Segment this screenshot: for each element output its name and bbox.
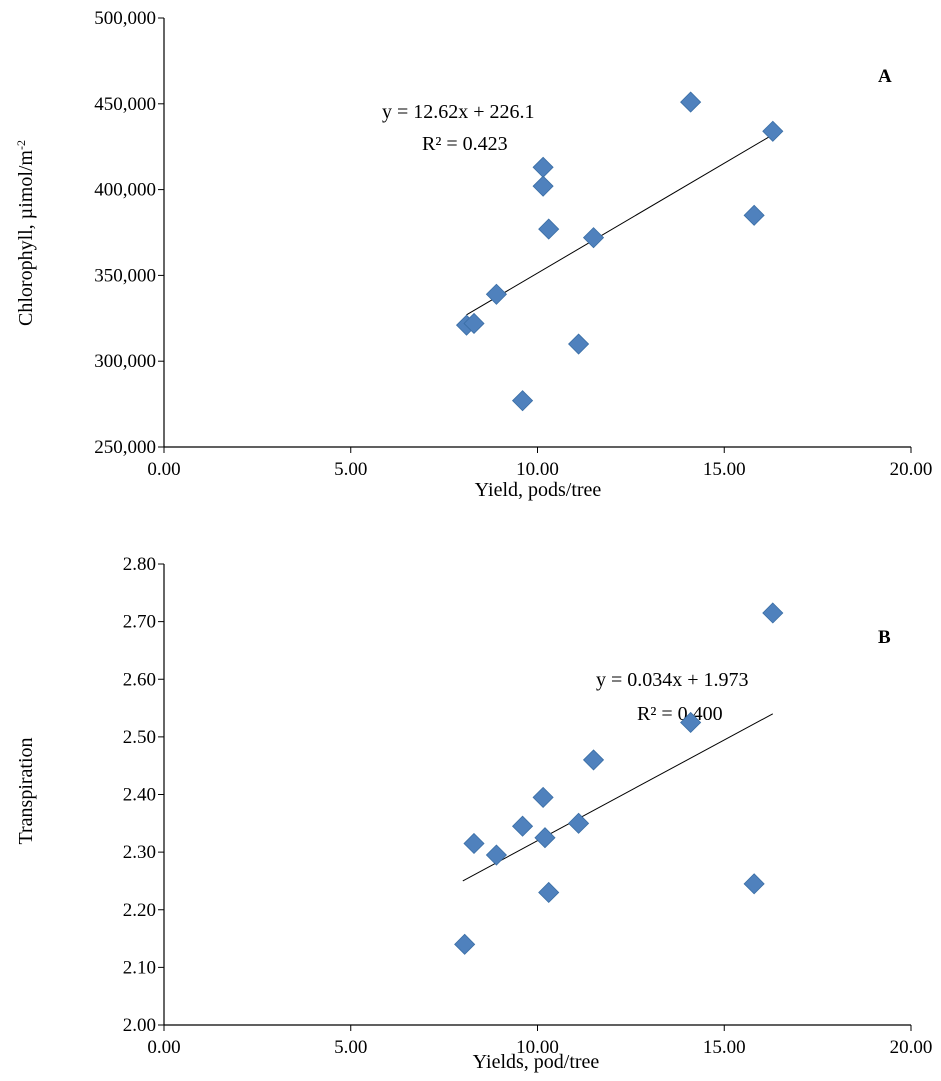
chart-b-y-tick-label: 2.40 (123, 785, 156, 806)
chart-b-data-point (743, 873, 765, 895)
chart-b-xlabel: Yields, pod/tree (473, 1051, 600, 1073)
chart-a-data-point (743, 204, 765, 226)
chart-a-panel-label: A (878, 66, 892, 87)
chart-b-trendline (462, 713, 774, 882)
chart-a-data-point (532, 175, 554, 197)
chart-b-data-point (538, 881, 560, 904)
chart-b-data-point (463, 832, 485, 855)
chart-b-data-point (511, 815, 534, 837)
chart-a-x-tick-label: 20.00 (890, 459, 933, 480)
chart-b-data-point (532, 786, 554, 808)
chart-b-y-tick-label: 2.70 (123, 612, 156, 633)
chart-a-data-point (538, 218, 560, 240)
chart-a-x-tick-label: 10.00 (516, 459, 559, 480)
chart-a-data-point (511, 390, 534, 412)
chart-a: Chlorophyll, µimol/m-2 Yield, pods/tree … (14, 8, 932, 501)
chart-b-y-tick-label: 2.00 (123, 1015, 156, 1036)
chart-b: Transpiration Yields, pod/tree B y = 0.0… (15, 554, 932, 1073)
chart-a-y-tick-label: 400,000 (94, 180, 156, 201)
chart-a-equation: y = 12.62x + 226.1 (382, 101, 535, 123)
chart-b-x-tick-label: 0.00 (147, 1037, 180, 1058)
chart-b-y-tick-label: 2.80 (123, 554, 156, 575)
chart-b-equation: y = 0.034x + 1.973 (596, 669, 749, 691)
chart-a-data-point (568, 333, 590, 355)
chart-b-y-tick-label: 2.50 (123, 727, 156, 748)
chart-a-data-point (532, 156, 554, 178)
chart-a-x-tick-label: 15.00 (703, 459, 746, 480)
chart-a-y-tick-label: 350,000 (94, 265, 156, 286)
chart-b-data-point (534, 827, 556, 849)
chart-a-data-point (463, 312, 485, 335)
chart-a-x-tick-label: 5.00 (334, 459, 367, 480)
chart-b-data-point (680, 711, 702, 734)
chart-a-xlabel: Yield, pods/tree (475, 479, 602, 501)
chart-b-data-point (568, 812, 590, 834)
chart-a-y-tick-label: 500,000 (94, 8, 156, 29)
chart-a-data-point (680, 91, 702, 113)
chart-b-y-tick-label: 2.30 (123, 842, 156, 863)
chart-b-data-point (762, 602, 784, 624)
chart-a-y-tick-label: 300,000 (94, 351, 156, 372)
chart-a-data-point (762, 120, 784, 142)
chart-b-x-tick-label: 20.00 (890, 1037, 933, 1058)
chart-a-x-tick-label: 0.00 (147, 459, 180, 480)
chart-b-y-tick-label: 2.20 (123, 900, 156, 921)
chart-b-ylabel: Transpiration (15, 737, 37, 844)
chart-b-y-tick-label: 2.10 (123, 957, 156, 978)
chart-b-data-point (485, 844, 507, 866)
chart-b-x-tick-label: 15.00 (703, 1037, 746, 1058)
chart-a-ylabel: Chlorophyll, µimol/m-2 (14, 140, 37, 326)
chart-b-panel-label: B (878, 627, 891, 648)
chart-a-r-squared: R² = 0.423 (422, 133, 508, 155)
chart-b-x-tick-label: 10.00 (516, 1037, 559, 1058)
chart-b-data-point (582, 749, 605, 771)
chart-a-y-tick-label: 450,000 (94, 94, 156, 115)
chart-a-y-tick-label: 250,000 (94, 437, 156, 458)
chart-b-r-squared: R² = 0.400 (637, 703, 723, 725)
chart-a-data-point (582, 227, 605, 249)
chart-a-data-point (485, 283, 507, 305)
chart-b-y-tick-label: 2.60 (123, 669, 156, 690)
chart-b-x-tick-label: 5.00 (334, 1037, 367, 1058)
chart-b-data-point (454, 933, 476, 955)
chart-a-trendline (466, 134, 774, 316)
